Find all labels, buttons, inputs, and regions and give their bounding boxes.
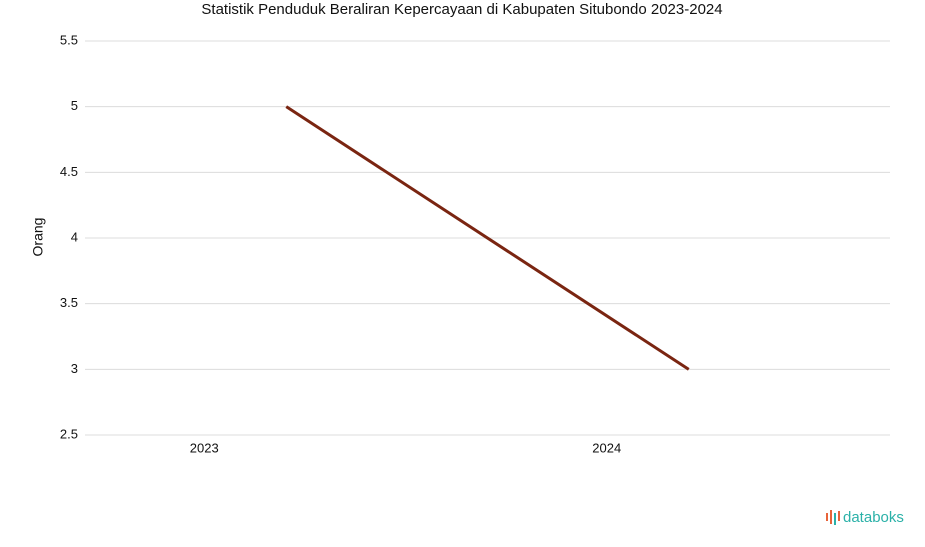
- y-tick-label: 5: [71, 98, 78, 113]
- y-tick-label: 5.5: [60, 32, 78, 47]
- line: [285, 105, 690, 371]
- y-tick-label: 3.5: [60, 295, 78, 310]
- watermark: databoks: [843, 509, 904, 526]
- x-tick-label: 2024: [592, 440, 621, 455]
- y-tick-label: 4: [71, 229, 78, 244]
- chart-title: Statistik Penduduk Beraliran Kepercayaan…: [201, 1, 722, 18]
- y-tick-label: 2.5: [60, 426, 78, 441]
- y-tick-label: 4.5: [60, 164, 78, 179]
- x-tick-label: 2023: [190, 440, 219, 455]
- watermark-logo: [826, 510, 840, 525]
- y-tick-label: 3: [71, 361, 78, 376]
- y-axis-label: Orang: [30, 218, 46, 257]
